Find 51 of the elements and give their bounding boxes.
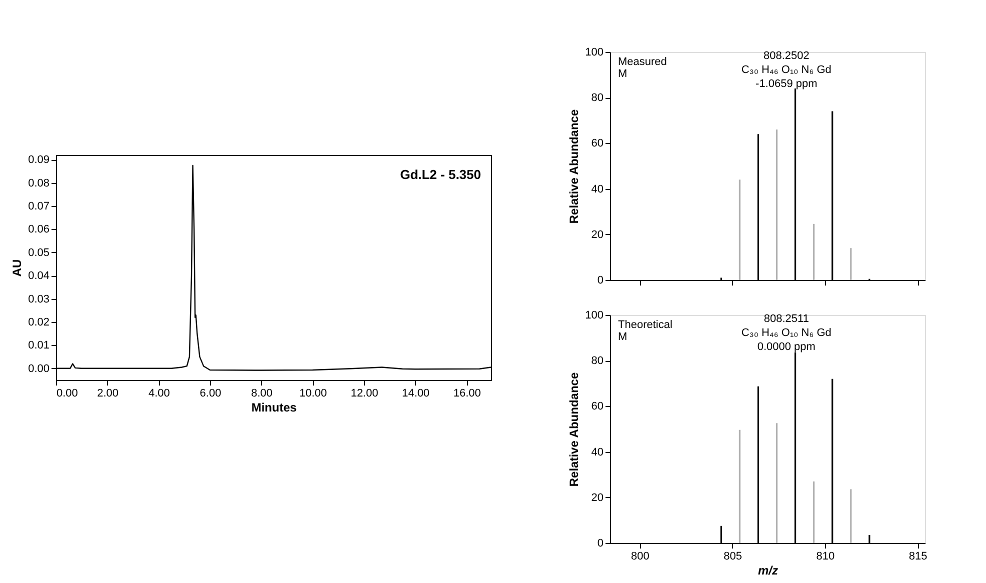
x-tick-label: 2.00 <box>97 388 119 400</box>
y-tick-label: 20 <box>591 228 604 241</box>
annotation: 808.2502 <box>763 50 810 62</box>
x-tick-label: 10.00 <box>299 388 327 400</box>
x-tick-label: 8.00 <box>251 388 273 400</box>
x-axis-title: m/z <box>758 564 778 578</box>
y-tick-label: 40 <box>591 446 604 458</box>
annotation: Gd.L2 - 5.350 <box>400 167 481 182</box>
y-tick-label: 60 <box>591 400 604 413</box>
x-tick-label: 12.00 <box>350 388 378 400</box>
x-tick-label: 14.00 <box>402 388 430 400</box>
y-tick-label: 100 <box>585 310 604 322</box>
annotation: 0.0000 ppm <box>757 341 816 353</box>
annotation: M <box>618 68 628 80</box>
x-tick-label: 0.00 <box>56 388 78 400</box>
y-tick-label: 0.03 <box>28 293 50 306</box>
x-tick-label: 815 <box>908 550 928 562</box>
annotation: 808.2511 <box>764 313 809 325</box>
y-tick-label: 0.02 <box>28 316 50 329</box>
y-tick-label: 80 <box>591 355 604 368</box>
annotation: C₃₀ H₄₆ O₁₀ N₆ Gd <box>741 327 832 339</box>
y-tick-label: 0 <box>597 274 604 286</box>
y-tick-label: 0.04 <box>28 270 50 282</box>
y-tick-label: 0.01 <box>28 340 50 352</box>
x-tick-label: 810 <box>816 550 835 562</box>
y-tick-label: 80 <box>591 92 604 104</box>
x-tick-label: 4.00 <box>148 388 170 400</box>
x-tick-label: 800 <box>630 550 650 562</box>
y-axis-title: Relative Abundance <box>567 109 582 224</box>
y-tick-label: 0.05 <box>28 246 50 259</box>
y-tick-label: 20 <box>591 492 604 504</box>
y-tick-label: 0.07 <box>28 200 50 213</box>
y-tick-label: 0.00 <box>28 362 50 375</box>
y-axis-title: Relative Abundance <box>567 372 582 487</box>
x-tick-label: 6.00 <box>200 388 222 400</box>
y-tick-label: 40 <box>591 183 604 196</box>
annotation: Theoretical <box>618 319 672 331</box>
annotation: -1.0659 ppm <box>756 78 818 90</box>
annotation: Measured <box>618 56 667 68</box>
y-axis-title: AU <box>10 259 24 277</box>
y-tick-label: 0.09 <box>28 154 50 166</box>
x-axis-title: Minutes <box>251 400 297 414</box>
y-tick-label: 100 <box>585 46 604 58</box>
annotation: M <box>618 331 628 343</box>
y-tick-label: 0.06 <box>28 224 50 236</box>
x-tick-label: 805 <box>724 550 742 562</box>
x-tick-label: 16.00 <box>453 388 481 400</box>
y-tick-label: 0 <box>597 538 604 550</box>
y-tick-label: 0.08 <box>28 177 50 190</box>
y-tick-label: 60 <box>591 138 604 150</box>
annotation: C₃₀ H₄₆ O₁₀ N₆ Gd <box>741 64 832 76</box>
